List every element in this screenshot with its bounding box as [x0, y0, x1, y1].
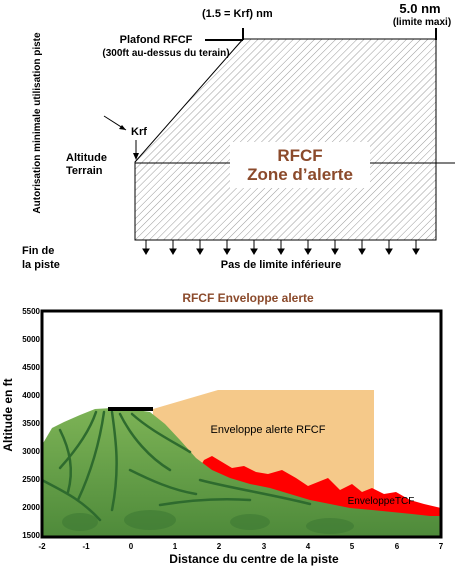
x-ticks: -2 -1 0 1 2 3 4 5 6 7 [38, 542, 443, 551]
y-tick-label: 4000 [22, 391, 40, 400]
x-tick-label: -1 [82, 542, 90, 551]
x-axis-title: Distance du centre de la piste [169, 552, 339, 566]
plot-frame [40, 309, 443, 539]
no-lower-limit-label: Pas de limite inférieure [221, 259, 341, 271]
terrain [42, 408, 441, 537]
y-tick-label: 2000 [22, 503, 40, 512]
chart-title: RFCF Enveloppe alerte [182, 291, 314, 305]
x-tick-label: 1 [173, 542, 178, 551]
top-diagram: (1.5 = Krf) nm 5.0 nm (limite maxi) Plaf… [22, 1, 455, 271]
runway-end-label: Fin de [22, 245, 54, 257]
down-arrow [196, 240, 204, 255]
y-axis-label: Autorisation minimale utilisation piste [32, 32, 43, 214]
x-tick-label: 3 [262, 542, 267, 551]
plafond-label: Plafond RFCF [120, 34, 193, 46]
max-limit-label: (limite maxi) [393, 17, 451, 28]
terrain-label: Terrain [66, 165, 103, 177]
x-tick-label: 6 [395, 542, 400, 551]
x-tick-label: 5 [350, 542, 355, 551]
bottom-chart: RFCF Enveloppe alerte [1, 291, 444, 566]
zone-subtitle: Zone d’alerte [247, 165, 353, 184]
x-tick-label: 7 [439, 542, 444, 551]
down-arrow [169, 240, 177, 255]
rfcf-envelope-label: Enveloppe alerte RFCF [211, 424, 326, 436]
down-arrow [358, 240, 366, 255]
x-tick-label: 0 [129, 542, 134, 551]
terrain-patches [62, 510, 354, 534]
runway-end-sub-label: la piste [22, 259, 60, 271]
max-distance-label: 5.0 nm [399, 1, 440, 16]
y-axis-title: Altitude en ft [1, 378, 15, 451]
y-tick-label: 5500 [22, 307, 40, 316]
down-arrow [385, 240, 393, 255]
zone-title: RFCF [277, 146, 322, 165]
alert-zone-hatch [134, 38, 437, 241]
altitude-label: Altitude [66, 152, 107, 164]
terrain-ridges [40, 410, 312, 522]
x-tick-label: -2 [38, 542, 46, 551]
y-tick-label: 2500 [22, 475, 40, 484]
krf-pointer-head [133, 153, 139, 160]
down-arrow [331, 240, 339, 255]
y-tick-label: 1500 [22, 531, 40, 540]
x-tick-label: 4 [306, 542, 311, 551]
krf-arrowhead [119, 125, 126, 130]
zone-label-box [230, 142, 370, 188]
y-tick-label: 3500 [22, 419, 40, 428]
down-arrow [304, 240, 312, 255]
x-tick-label: 2 [217, 542, 222, 551]
down-arrow [412, 240, 420, 255]
y-tick-label: 5000 [22, 335, 40, 344]
down-arrow [250, 240, 258, 255]
plafond-sub-label: (300ft au-dessus du terain) [102, 48, 229, 59]
lower-limit-arrows [142, 240, 420, 255]
krf-label: Krf [131, 126, 147, 138]
krf-distance-label: (1.5 = Krf) nm [202, 8, 273, 20]
tcf-envelope-label: EnveloppeTCF [348, 496, 415, 507]
y-tick-label: 3000 [22, 447, 40, 456]
down-arrow [223, 240, 231, 255]
y-tick-label: 4500 [22, 363, 40, 372]
down-arrow [142, 240, 150, 255]
down-arrow [277, 240, 285, 255]
y-ticks: 5500 5000 4500 4000 3500 3000 2500 2000 … [22, 307, 40, 540]
